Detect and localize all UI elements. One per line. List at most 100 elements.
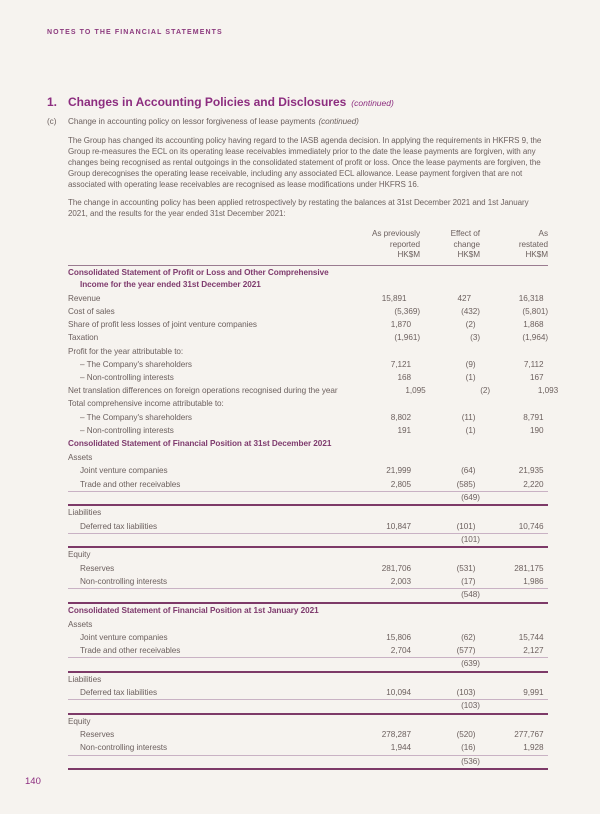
row-label: Deferred tax liabilities: [80, 521, 158, 531]
row-label: Reserves: [80, 730, 115, 740]
cell-effect-of-change: (577): [456, 646, 476, 656]
cell-as-previously-reported: 1,095: [405, 386, 426, 396]
column-header-as-previously-reported: As previously reported HK$M: [371, 229, 420, 259]
cell-effect-of-change: (9): [465, 359, 476, 369]
subsection-heading: (c) Change in accounting policy on lesso…: [47, 117, 548, 126]
row-label: Cost of sales: [68, 306, 115, 316]
cell-as-previously-reported: 15,806: [386, 632, 411, 642]
cell-as-restated: 7,112: [523, 359, 544, 369]
cell-as-previously-reported: 281,706: [381, 563, 411, 573]
table-label-row: Equity: [68, 548, 548, 561]
cell-as-restated: 21,935: [518, 466, 544, 476]
cell-as-restated: 15,744: [518, 632, 544, 642]
table-data-row: – Non-controlling interests 168 (1) 167: [68, 371, 548, 384]
row-label: Trade and other receivables: [80, 646, 181, 656]
cell-effect-of-change: (16): [461, 743, 476, 753]
cell-effect-of-change: (64): [461, 466, 476, 476]
row-label: Assets: [68, 619, 93, 629]
row-label: Profit for the year attributable to:: [68, 346, 184, 356]
row-label: Taxation: [68, 333, 99, 343]
column-header-as-restated: As restated HK$M: [518, 229, 548, 259]
table-section-row: Consolidated Statement of Financial Posi…: [68, 604, 548, 618]
cell-effect-of-change: (2): [480, 386, 491, 396]
row-label: – The Company's shareholders: [80, 359, 192, 369]
cell-as-previously-reported: (5,369): [394, 306, 420, 316]
table-data-row: Reserves 278,287 (520) 277,767: [68, 728, 548, 741]
row-label: Liabilities: [68, 508, 102, 518]
table-data-row: Taxation (1,961) (3) (1,964): [68, 331, 548, 344]
row-label: – Non-controlling interests: [80, 372, 174, 382]
cell-effect-of-change: (101): [456, 521, 476, 531]
row-label: Deferred tax liabilities: [80, 688, 158, 698]
column-header-effect-of-change: Effect of change HK$M: [450, 229, 480, 259]
cell-effect-of-change: (2): [465, 320, 476, 330]
row-label: Assets: [68, 453, 93, 463]
cell-as-restated: 167: [529, 372, 544, 382]
row-label: Net translation differences on foreign o…: [68, 386, 338, 396]
row-label: Equity: [68, 550, 91, 560]
cell-effect-of-change: (103): [461, 701, 480, 711]
table-label-row: Assets: [68, 451, 548, 464]
cell-as-previously-reported: 1,944: [390, 743, 411, 753]
cell-as-previously-reported: 191: [397, 425, 411, 435]
table-subtotal-row: (536): [68, 754, 548, 771]
cell-as-previously-reported: 1,870: [390, 320, 411, 330]
row-label: Joint venture companies: [80, 632, 168, 642]
section-title: Changes in Accounting Policies and Discl…: [68, 95, 347, 109]
cell-as-previously-reported: 2,704: [390, 646, 411, 656]
subsection-title: Change in accounting policy on lessor fo…: [68, 117, 316, 126]
cell-effect-of-change: (548): [461, 589, 480, 599]
cell-as-restated: 1,868: [523, 320, 544, 330]
row-label: Liabilities: [68, 674, 102, 684]
table-label-row: Equity: [68, 715, 548, 728]
cell-effect-of-change: (639): [461, 659, 480, 669]
table-data-row: Cost of sales (5,369) (432) (5,801): [68, 305, 548, 318]
table-label-row: Assets: [68, 618, 548, 631]
table-header-row: As previously reported HK$M Effect of ch…: [68, 229, 548, 266]
cell-effect-of-change: 427: [457, 293, 471, 303]
cell-effect-of-change: (520): [456, 730, 476, 740]
table-label-row: Liabilities: [68, 506, 548, 519]
table-data-row: Joint venture companies 15,806 (62) 15,744: [68, 631, 548, 644]
table-subtotal-row: (101): [68, 532, 548, 549]
cell-as-previously-reported: 7,121: [390, 359, 411, 369]
cell-as-restated: 281,175: [514, 563, 544, 573]
cell-as-restated: 16,318: [518, 293, 544, 303]
cell-as-restated: 1,928: [523, 743, 544, 753]
table-subtotal-row: (649): [68, 490, 548, 507]
table-data-row: Non-controlling interests 1,944 (16) 1,928: [68, 741, 548, 754]
table-subtotal-row: (103): [68, 699, 548, 715]
table-rows: Consolidated Statement of Profit or Loss…: [68, 266, 558, 771]
page-number: 140: [25, 776, 41, 787]
cell-effect-of-change: (1): [465, 425, 476, 435]
table-section-row: Consolidated Statement of Profit or Loss…: [68, 266, 548, 292]
table-data-row: Trade and other receivables 2,805 (585) 2,2…: [68, 478, 548, 491]
table-data-row: Share of profit less losses of joint ven…: [68, 318, 548, 331]
table-data-row: Trade and other receivables 2,704 (577) 2,1…: [68, 644, 548, 657]
cell-as-previously-reported: 168: [397, 372, 411, 382]
table-data-row: – The Company's shareholders 7,121 (9) 7,11…: [68, 358, 548, 371]
row-label: Non-controlling interests: [80, 743, 168, 753]
body-paragraph: The change in accounting policy has been…: [68, 198, 529, 218]
table-data-row: Net translation differences on foreign o…: [68, 384, 558, 397]
row-label: Non-controlling interests: [80, 576, 168, 586]
page-content: 1. Changes in Accounting Policies and Di…: [47, 95, 558, 771]
cell-as-restated: 2,127: [523, 646, 544, 656]
row-label: Reserves: [80, 563, 115, 573]
row-label: – The Company's shareholders: [80, 412, 192, 422]
cell-as-previously-reported: 2,805: [390, 479, 411, 489]
cell-as-previously-reported: 10,094: [386, 688, 411, 698]
row-label: Total comprehensive income attributable …: [68, 399, 224, 409]
table-data-row: – Non-controlling interests 191 (1) 190: [68, 424, 548, 437]
cell-as-restated: 9,991: [523, 688, 544, 698]
cell-as-restated: 277,767: [514, 730, 544, 740]
cell-as-restated: 1,986: [523, 576, 544, 586]
table-label-row: Total comprehensive income attributable …: [68, 397, 548, 410]
section-continued-tag: (continued): [351, 98, 394, 108]
table-section-heading: Consolidated Statement of Profit or Loss…: [68, 267, 329, 290]
table-data-row: Non-controlling interests 2,003 (17) 1,986: [68, 575, 548, 588]
table-label-row: Liabilities: [68, 673, 548, 686]
cell-as-previously-reported: (1,961): [394, 333, 420, 343]
cell-as-previously-reported: 15,891: [381, 293, 407, 303]
